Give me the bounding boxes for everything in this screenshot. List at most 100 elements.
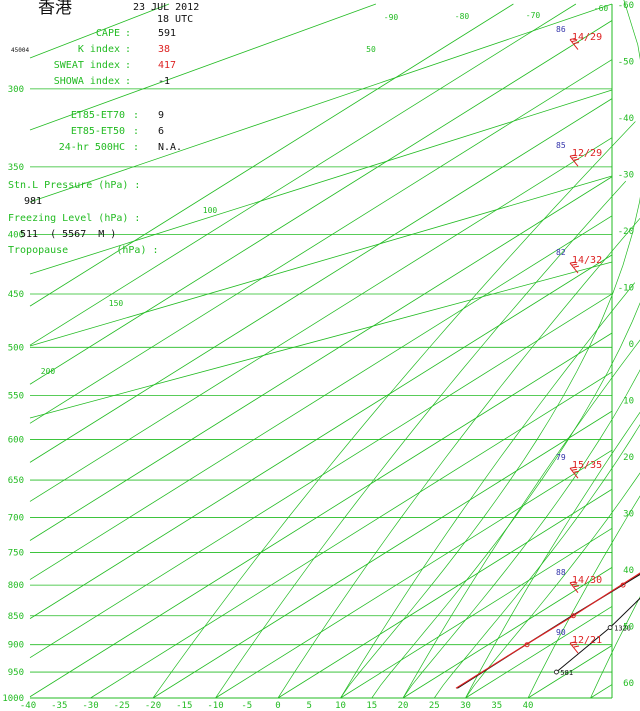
right-axis-tick-label: 10 bbox=[623, 397, 634, 407]
right-axis-tick-label: -50 bbox=[618, 58, 634, 68]
isotherm-line bbox=[29, 176, 613, 541]
pressure-tick-label: 550 bbox=[8, 392, 24, 402]
right-axis-tick-label: 20 bbox=[623, 453, 634, 463]
dry-adiabat bbox=[590, 596, 640, 699]
pressure-tick-label: 850 bbox=[8, 612, 24, 622]
isotherm-line bbox=[215, 449, 613, 699]
index-label: 24-hr 500HC bbox=[58, 142, 125, 153]
height-point bbox=[553, 669, 559, 675]
right-axis-tick-label: -30 bbox=[618, 171, 634, 181]
index-label: K index bbox=[77, 44, 120, 55]
index-value: -1 bbox=[158, 76, 171, 87]
wind-barb-icon bbox=[569, 38, 580, 50]
tropopause-label: Tropopause (hPa) : bbox=[8, 245, 159, 256]
right-axis-tick-label: 30 bbox=[623, 510, 634, 520]
moist-adiabat bbox=[340, 0, 640, 699]
pressure-tick-label: 250 bbox=[8, 0, 24, 3]
index-separator: : bbox=[125, 60, 132, 71]
pressure-tick-label: 1000 bbox=[2, 694, 24, 704]
pressure-tick-label: 400 bbox=[8, 230, 24, 240]
freezing-level-value: 511 ( 5567 M ) bbox=[20, 229, 117, 240]
moist-adiabat bbox=[434, 424, 640, 699]
isotherm-label: -70 bbox=[526, 11, 541, 20]
temperature-tick-label: 0 bbox=[275, 701, 280, 711]
sounding-date: 23 JUL 2012 bbox=[133, 2, 200, 13]
index-value: 9 bbox=[158, 110, 165, 121]
index-separator: : bbox=[125, 28, 132, 39]
pressure-tick-label: 900 bbox=[8, 641, 24, 651]
moist-adiabat bbox=[402, 369, 640, 699]
dry-adiabat bbox=[402, 339, 640, 699]
index-separator: : bbox=[125, 44, 132, 55]
right-axis-tick-label: -10 bbox=[618, 284, 634, 294]
upper-diagonal-line bbox=[29, 175, 613, 347]
station-number: 45004 bbox=[11, 47, 30, 54]
pressure-tick-label: 700 bbox=[8, 514, 24, 524]
right-axis-tick-label: 0 bbox=[629, 340, 634, 350]
index-label: CAPE bbox=[95, 28, 120, 39]
moist-adiabat bbox=[465, 472, 640, 699]
pressure-tick-label: 950 bbox=[8, 668, 24, 678]
right-axis-tick-label: 50 bbox=[623, 623, 634, 633]
isotherm-line bbox=[402, 567, 613, 699]
isotherm-line bbox=[29, 254, 613, 619]
pressure-tick-label: 650 bbox=[8, 476, 24, 486]
upper-isobar-label: 100 bbox=[203, 206, 218, 215]
isotherm-line bbox=[29, 3, 514, 307]
wind-value: 12/29 bbox=[572, 148, 603, 160]
upper-diagonal-line bbox=[29, 89, 613, 275]
pressure-tick-label: 600 bbox=[8, 436, 24, 446]
temperature-tick-label: -5 bbox=[241, 701, 252, 711]
right-axis-tick-label: -60 bbox=[618, 1, 634, 11]
stn-pressure-label: Stn.L Pressure (hPa) : bbox=[8, 180, 141, 191]
index-separator: : bbox=[133, 110, 140, 121]
wind-value: 14/32 bbox=[572, 255, 603, 267]
isotherm-line bbox=[340, 527, 613, 699]
pressure-tick-label: 800 bbox=[8, 581, 24, 591]
isotherm-line bbox=[29, 137, 613, 502]
dry-adiabat bbox=[527, 495, 640, 699]
isotherm-line bbox=[465, 606, 613, 699]
freezing-level-label: Freezing Level (hPa) : bbox=[8, 213, 141, 224]
wind-value: 12/21 bbox=[572, 635, 603, 647]
upper-isobar-label: 50 bbox=[366, 45, 376, 54]
temperature-tick-label: 20 bbox=[398, 701, 409, 711]
isotherm-line bbox=[29, 332, 613, 698]
upper-isobar-label: 200 bbox=[41, 367, 56, 376]
rh-value: 79 bbox=[556, 453, 566, 463]
right-axis-tick-label: -40 bbox=[618, 114, 634, 124]
sounding-time: 18 UTC bbox=[157, 14, 194, 25]
pressure-tick-label: 750 bbox=[8, 548, 24, 558]
dry-adiabat bbox=[340, 282, 636, 699]
moist-adiabat bbox=[371, 302, 640, 699]
height-point bbox=[607, 625, 613, 630]
index-separator: : bbox=[133, 126, 140, 137]
temperature-tick-label: 35 bbox=[491, 701, 502, 711]
temperature-tick-label: 25 bbox=[429, 701, 440, 711]
index-label: ET85-ET50 bbox=[70, 126, 125, 137]
upper-diagonal-line bbox=[29, 261, 613, 419]
pressure-tick-label: 300 bbox=[8, 85, 24, 95]
isotherm-label: -80 bbox=[455, 12, 470, 21]
parcel-point bbox=[620, 582, 626, 588]
isotherm-line bbox=[29, 98, 613, 463]
wind-barb-icon bbox=[569, 261, 580, 274]
isotherm-line bbox=[152, 410, 613, 699]
temperature-tick-label: -35 bbox=[51, 701, 67, 711]
wind-barb-icon bbox=[569, 641, 580, 654]
rh-value: 86 bbox=[556, 24, 566, 34]
pressure-tick-label: 350 bbox=[8, 163, 24, 173]
isotherm-line bbox=[29, 3, 577, 346]
parcel-point bbox=[570, 613, 576, 619]
index-separator: : bbox=[125, 76, 132, 87]
index-value: 6 bbox=[158, 126, 165, 137]
pressure-tick-label: 500 bbox=[8, 343, 24, 353]
temperature-tick-label: -25 bbox=[114, 701, 130, 711]
upper-diagonal-line bbox=[29, 3, 613, 203]
station-name: 香港 bbox=[38, 0, 72, 18]
index-label: ET85-ET70 bbox=[70, 110, 125, 121]
rh-value: 90 bbox=[556, 628, 566, 638]
height-line bbox=[556, 597, 640, 673]
temperature-tick-label: -15 bbox=[176, 701, 192, 711]
